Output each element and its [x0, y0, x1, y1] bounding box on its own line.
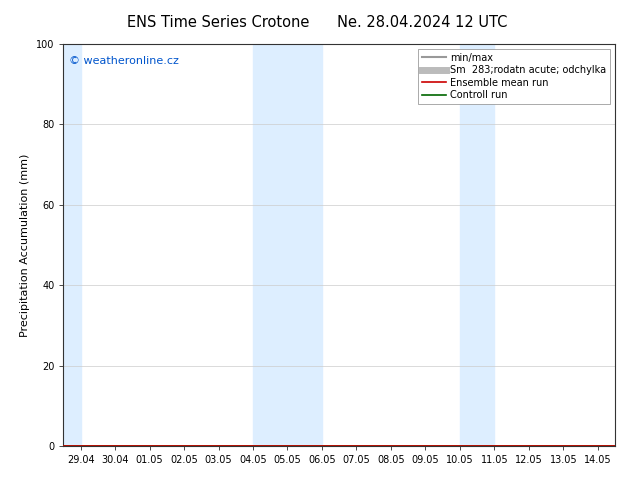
- Bar: [63, 44, 81, 446]
- Text: © weatheronline.cz: © weatheronline.cz: [69, 56, 179, 66]
- Y-axis label: Precipitation Accumulation (mm): Precipitation Accumulation (mm): [20, 153, 30, 337]
- Bar: [253, 44, 322, 446]
- Text: ENS Time Series Crotone      Ne. 28.04.2024 12 UTC: ENS Time Series Crotone Ne. 28.04.2024 1…: [127, 15, 507, 30]
- Legend: min/max, Sm  283;rodatn acute; odchylka, Ensemble mean run, Controll run: min/max, Sm 283;rodatn acute; odchylka, …: [418, 49, 610, 104]
- Bar: [460, 44, 495, 446]
